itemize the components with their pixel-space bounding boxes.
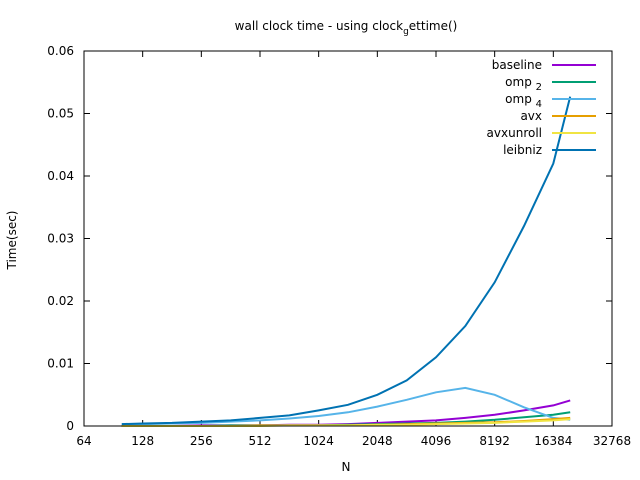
chart-title-main: wall clock time - using clock: [235, 19, 403, 33]
legend-label-main: omp: [505, 75, 535, 89]
x-axis-label: N: [342, 460, 351, 474]
legend-label-main: avxunroll: [487, 126, 542, 140]
y-tick-label: 0.04: [47, 169, 74, 183]
legend-label-main: avx: [520, 109, 542, 123]
chart-title-subscript: g: [403, 27, 409, 37]
legend-label-main: leibniz: [503, 143, 542, 157]
y-tick-label: 0.03: [47, 232, 74, 246]
x-tick-label: 2048: [362, 434, 393, 448]
axis-ticks: 64 128 256 512 1024 2048 4096 8192 16384 32768 0 0.…: [47, 44, 631, 448]
x-tick-label: 128: [131, 434, 154, 448]
legend-label-subscript: 4: [536, 99, 542, 110]
series-lines: [121, 96, 572, 427]
x-tick-label: 512: [249, 434, 272, 448]
y-tick-label: 0: [66, 419, 74, 433]
plot-border: [83, 50, 613, 427]
y-axis-label: Time(sec): [5, 211, 19, 271]
x-tick-label: 4096: [421, 434, 452, 448]
x-tick-label: 8192: [479, 434, 510, 448]
legend-label-subscript: 2: [536, 82, 542, 93]
legend-label-baseline: baseline: [492, 58, 542, 72]
legend-label-omp-4: omp 4: [505, 92, 542, 110]
y-tick-label: 0.06: [47, 44, 74, 58]
series-line-omp-4: [121, 386, 571, 426]
x-tick-label: 16384: [534, 434, 572, 448]
chart-title-tail: ettime(): [409, 19, 458, 33]
legend-label-omp-2: omp 2: [505, 75, 542, 93]
x-tick-label: 64: [76, 434, 91, 448]
legend-label-main: baseline: [492, 58, 542, 72]
x-tick-label: 32768: [593, 434, 631, 448]
y-tick-label: 0.02: [47, 294, 74, 308]
chart-title: wall clock time - using clockgettime(): [235, 19, 458, 37]
legend-label-avx: avx: [520, 109, 542, 123]
y-tick-label: 0.01: [47, 357, 74, 371]
y-tick-label: 0.05: [47, 107, 74, 121]
series-line-leibniz: [121, 96, 572, 426]
legend-label-leibniz: leibniz: [503, 143, 542, 157]
legend-label-main: omp: [505, 92, 535, 106]
x-tick-label: 1024: [303, 434, 334, 448]
legend-label-avxunroll: avxunroll: [487, 126, 542, 140]
x-tick-label: 256: [190, 434, 213, 448]
